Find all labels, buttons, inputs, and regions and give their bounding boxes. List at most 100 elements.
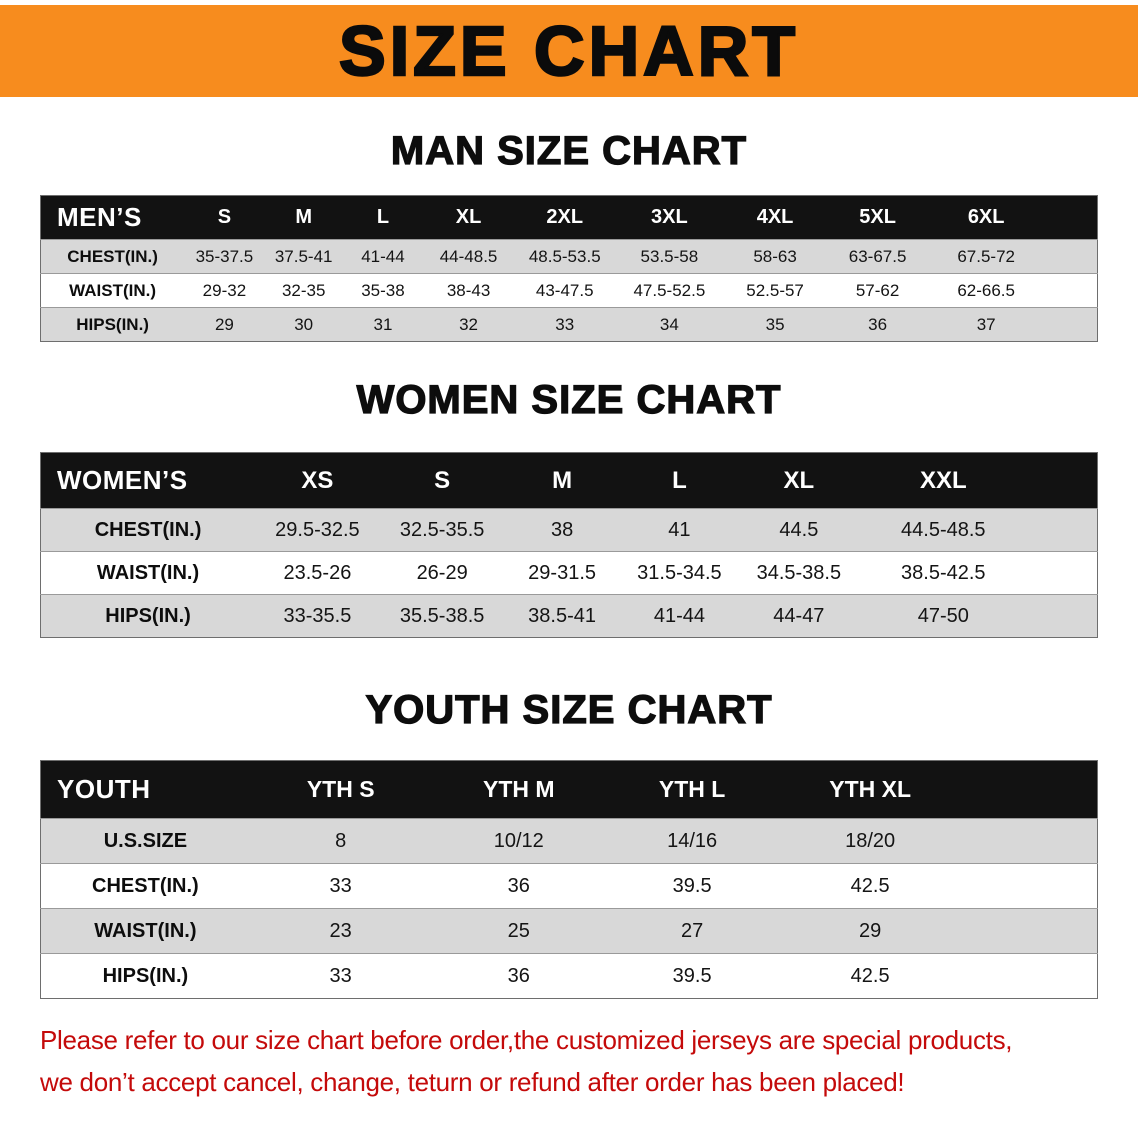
women-value-cell: 44-47 <box>739 594 859 638</box>
women-measurement-row: WAIST(IN.) 23.5-26 26-29 29-31.5 31.5-34.5 34… <box>40 551 1098 595</box>
youth-value-cell: 36 <box>431 863 606 909</box>
women-measurement-row: HIPS(IN.) 33-35.5 35.5-38.5 38.5-41 41-44 44-… <box>40 594 1098 638</box>
youth-value-cell: 33 <box>249 863 432 909</box>
men-size-chart-section: MAN SIZE CHART MEN’S S M L XL 2XL 3XL 4XL 5XL 6XL… <box>0 127 1138 342</box>
women-size-col-header: S <box>379 452 505 509</box>
notice-line-1: Please refer to our size chart before or… <box>40 1025 1013 1055</box>
youth-size-col-header: YTH S <box>249 760 432 819</box>
youth-size-col-header: YTH XL <box>778 760 1098 819</box>
women-value-cell: 32.5-35.5 <box>379 508 505 552</box>
men-value-cell: 63-67.5 <box>826 239 929 274</box>
youth-value-cell: 42.5 <box>778 953 1098 999</box>
youth-value-cell: 39.5 <box>605 953 779 999</box>
men-value-cell: 57-62 <box>826 273 929 308</box>
youth-measurement-row: HIPS(IN.) 33 36 39.5 42.5 <box>40 953 1098 999</box>
men-value-cell: 31 <box>342 307 424 342</box>
men-measurement-row: WAIST(IN.) 29-32 32-35 35-38 38-43 43-47.5 47.… <box>40 273 1098 308</box>
men-value-cell: 67.5-72 <box>928 239 1098 274</box>
men-value-cell: 35-38 <box>342 273 424 308</box>
women-row-label: WAIST(IN.) <box>40 551 256 595</box>
women-value-cell: 38 <box>504 508 620 552</box>
women-row-label: CHEST(IN.) <box>40 508 256 552</box>
women-measurement-row: CHEST(IN.) 29.5-32.5 32.5-35.5 38 41 44.5 44.5… <box>40 508 1098 552</box>
men-size-table: MEN’S S M L XL 2XL 3XL 4XL 5XL 6XL CHEST(IN.) 35-37… <box>40 195 1098 342</box>
men-value-cell: 29-32 <box>184 273 265 308</box>
men-value-cell: 32-35 <box>264 273 343 308</box>
men-value-cell: 52.5-57 <box>723 273 827 308</box>
men-size-col-header: M <box>264 195 343 240</box>
men-value-cell: 62-66.5 <box>928 273 1098 308</box>
men-row-label: CHEST(IN.) <box>40 239 185 274</box>
youth-size-col-header: YTH M <box>431 760 606 819</box>
women-value-cell: 33-35.5 <box>255 594 380 638</box>
men-value-cell: 29 <box>184 307 265 342</box>
women-value-cell: 47-50 <box>858 594 1098 638</box>
youth-value-cell: 42.5 <box>778 863 1098 909</box>
youth-value-cell: 18/20 <box>778 818 1098 864</box>
men-size-col-header: 4XL <box>723 195 827 240</box>
men-value-cell: 47.5-52.5 <box>615 273 724 308</box>
men-value-cell: 35-37.5 <box>184 239 265 274</box>
women-size-col-header: XXL <box>858 452 1098 509</box>
men-value-cell: 30 <box>264 307 343 342</box>
men-value-cell: 37 <box>928 307 1098 342</box>
women-chart-heading: WOMEN SIZE CHART <box>356 377 782 422</box>
men-measurement-row: CHEST(IN.) 35-37.5 37.5-41 41-44 44-48.5 48.5… <box>40 239 1098 274</box>
youth-value-cell: 27 <box>605 908 779 954</box>
youth-row-label: CHEST(IN.) <box>40 863 250 909</box>
men-value-cell: 36 <box>826 307 929 342</box>
youth-row-label: WAIST(IN.) <box>40 908 250 954</box>
youth-size-table: YOUTH YTH S YTH M YTH L YTH XL U.S.SIZE 8 10/12… <box>40 760 1098 999</box>
women-row-label: HIPS(IN.) <box>40 594 256 638</box>
men-measurement-row: HIPS(IN.) 29 30 31 32 33 34 35 36 37 <box>40 307 1098 342</box>
youth-value-cell: 14/16 <box>605 818 779 864</box>
youth-measurement-row: U.S.SIZE 8 10/12 14/16 18/20 <box>40 818 1098 864</box>
youth-value-cell: 10/12 <box>431 818 606 864</box>
men-value-cell: 53.5-58 <box>615 239 724 274</box>
men-value-cell: 32 <box>423 307 514 342</box>
men-value-cell: 58-63 <box>723 239 827 274</box>
women-value-cell: 41 <box>619 508 740 552</box>
men-size-col-header: XL <box>423 195 514 240</box>
youth-size-chart-section: YOUTH SIZE CHART YOUTH YTH S YTH M YTH L YTH… <box>0 686 1138 999</box>
size-chart-page: SIZE CHART MAN SIZE CHART MEN’S S M L XL 2XL 3… <box>0 5 1138 1099</box>
women-size-col-header: XS <box>255 452 380 509</box>
men-table-title: MEN’S <box>40 195 185 240</box>
men-value-cell: 34 <box>615 307 724 342</box>
youth-measurement-row: CHEST(IN.) 33 36 39.5 42.5 <box>40 863 1098 909</box>
men-size-col-header: 2XL <box>514 195 616 240</box>
youth-chart-heading: YOUTH SIZE CHART <box>365 687 773 732</box>
youth-value-cell: 23 <box>249 908 432 954</box>
women-value-cell: 31.5-34.5 <box>619 551 740 595</box>
youth-size-col-header: YTH L <box>605 760 779 819</box>
women-value-cell: 29-31.5 <box>504 551 620 595</box>
men-value-cell: 41-44 <box>342 239 424 274</box>
men-chart-heading: MAN SIZE CHART <box>390 128 748 173</box>
page-title: SIZE CHART <box>338 12 799 90</box>
men-size-col-header: 5XL <box>826 195 929 240</box>
women-value-cell: 23.5-26 <box>255 551 380 595</box>
women-value-cell: 29.5-32.5 <box>255 508 380 552</box>
women-value-cell: 35.5-38.5 <box>379 594 505 638</box>
youth-row-label: HIPS(IN.) <box>40 953 250 999</box>
men-size-col-header: L <box>342 195 424 240</box>
women-value-cell: 34.5-38.5 <box>739 551 859 595</box>
men-value-cell: 35 <box>723 307 827 342</box>
youth-value-cell: 36 <box>431 953 606 999</box>
women-value-cell: 38.5-42.5 <box>858 551 1098 595</box>
women-size-col-header: M <box>504 452 620 509</box>
order-notice: Please refer to our size chart before or… <box>40 1023 1138 1099</box>
men-value-cell: 38-43 <box>423 273 514 308</box>
notice-line-2: we don’t accept cancel, change, teturn o… <box>40 1067 905 1097</box>
youth-value-cell: 25 <box>431 908 606 954</box>
women-value-cell: 44.5 <box>739 508 859 552</box>
women-table-title: WOMEN’S <box>40 452 256 509</box>
men-size-col-header: 3XL <box>615 195 724 240</box>
youth-row-label: U.S.SIZE <box>40 818 250 864</box>
men-size-col-header: S <box>184 195 265 240</box>
women-value-cell: 41-44 <box>619 594 740 638</box>
women-size-col-header: L <box>619 452 740 509</box>
men-value-cell: 33 <box>514 307 616 342</box>
men-value-cell: 37.5-41 <box>264 239 343 274</box>
men-value-cell: 44-48.5 <box>423 239 514 274</box>
